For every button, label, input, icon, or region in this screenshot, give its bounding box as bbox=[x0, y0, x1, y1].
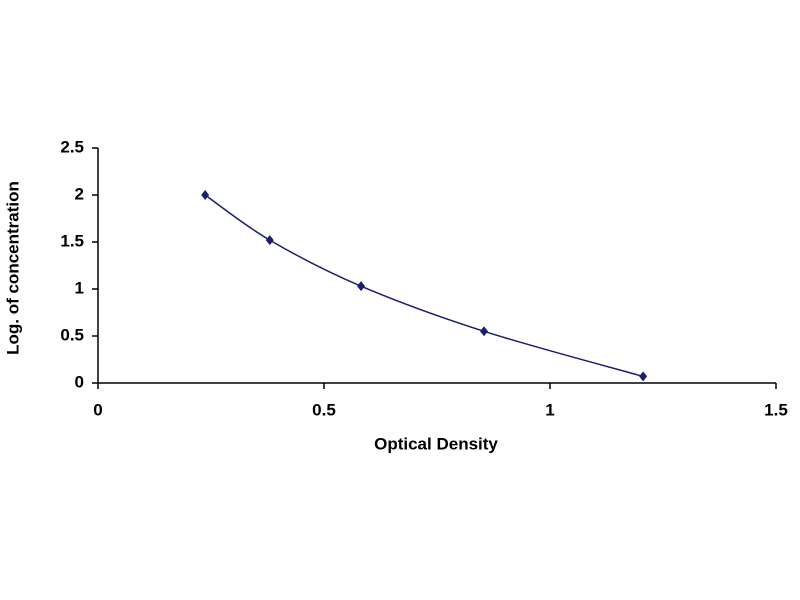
y-tick-label: 0 bbox=[75, 372, 84, 391]
x-tick-label: 0 bbox=[93, 400, 102, 419]
y-tick-label: 0.5 bbox=[60, 325, 84, 344]
y-tick-label: 2 bbox=[75, 184, 84, 203]
data-point bbox=[357, 281, 366, 292]
x-tick-label: 1.5 bbox=[764, 400, 788, 419]
data-point bbox=[265, 235, 274, 246]
data-point bbox=[201, 190, 210, 200]
x-tick-label: 1 bbox=[545, 400, 554, 419]
y-tick-label: 1 bbox=[75, 278, 84, 297]
x-axis-label: Optical Density bbox=[374, 434, 498, 453]
y-axis-label: Log. of concentration bbox=[3, 181, 22, 355]
y-tick-label: 2.5 bbox=[60, 137, 84, 156]
x-tick-label: 0.5 bbox=[312, 400, 336, 419]
fit-curve bbox=[204, 194, 644, 378]
data-point bbox=[639, 371, 648, 382]
y-tick-label: 1.5 bbox=[60, 231, 84, 250]
data-point bbox=[480, 326, 489, 337]
